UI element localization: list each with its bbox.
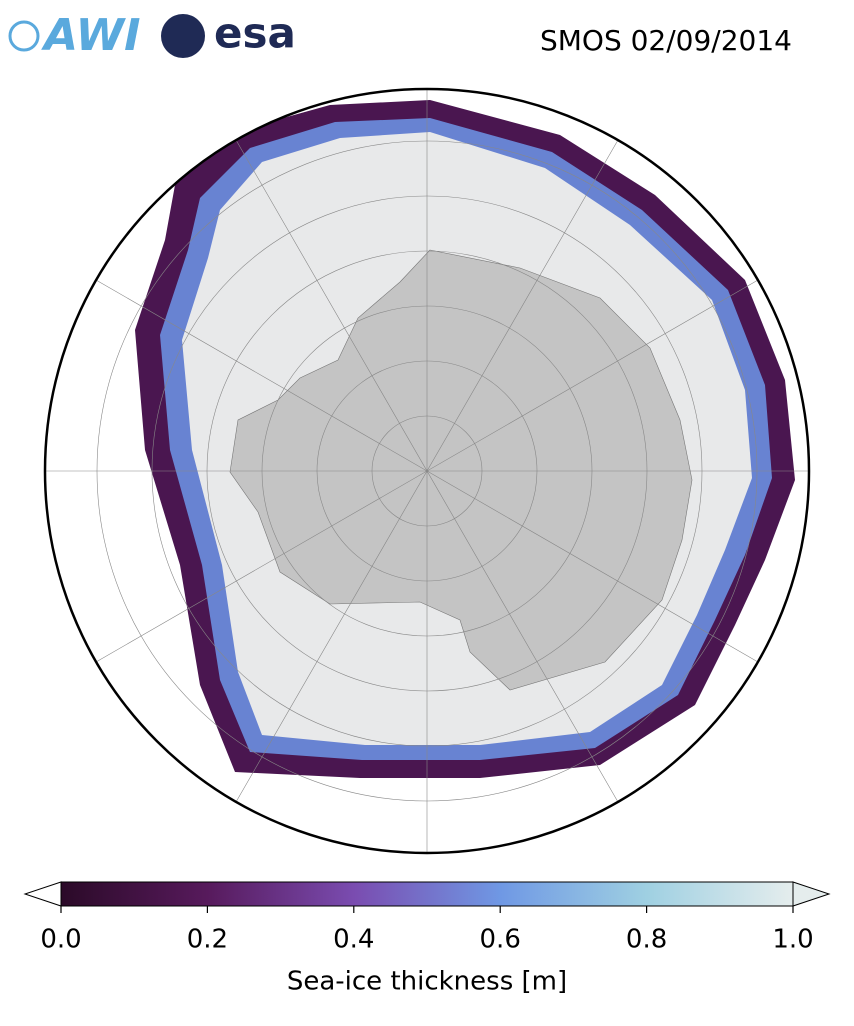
esa-logo: esa — [214, 9, 296, 58]
map-boundary — [43, 87, 811, 855]
colorbar-frame — [60, 881, 794, 907]
colorbar-tick-label: 0.4 — [333, 925, 374, 955]
awi-logo-mark — [8, 20, 40, 52]
colorbar-tick-label: 0.0 — [40, 925, 81, 955]
map-title: SMOS 02/09/2014 — [540, 24, 792, 57]
graticule — [45, 89, 809, 853]
colorbar-tick-label: 0.8 — [626, 925, 667, 955]
colorbar-extend-min — [23, 881, 62, 907]
antarctica — [229, 249, 693, 691]
colorbar-tick-label: 0.6 — [480, 925, 521, 955]
colorbar-label: Sea-ice thickness [m] — [287, 967, 567, 997]
colorbar — [61, 882, 793, 906]
colorbar-tick-label: 1.0 — [772, 925, 813, 955]
map — [45, 89, 809, 853]
colorbar-extend-max — [792, 881, 831, 907]
colorbar-tick-label: 0.2 — [187, 925, 228, 955]
awi-logo: AWI — [41, 10, 141, 61]
esa-logo-mark — [161, 14, 205, 58]
